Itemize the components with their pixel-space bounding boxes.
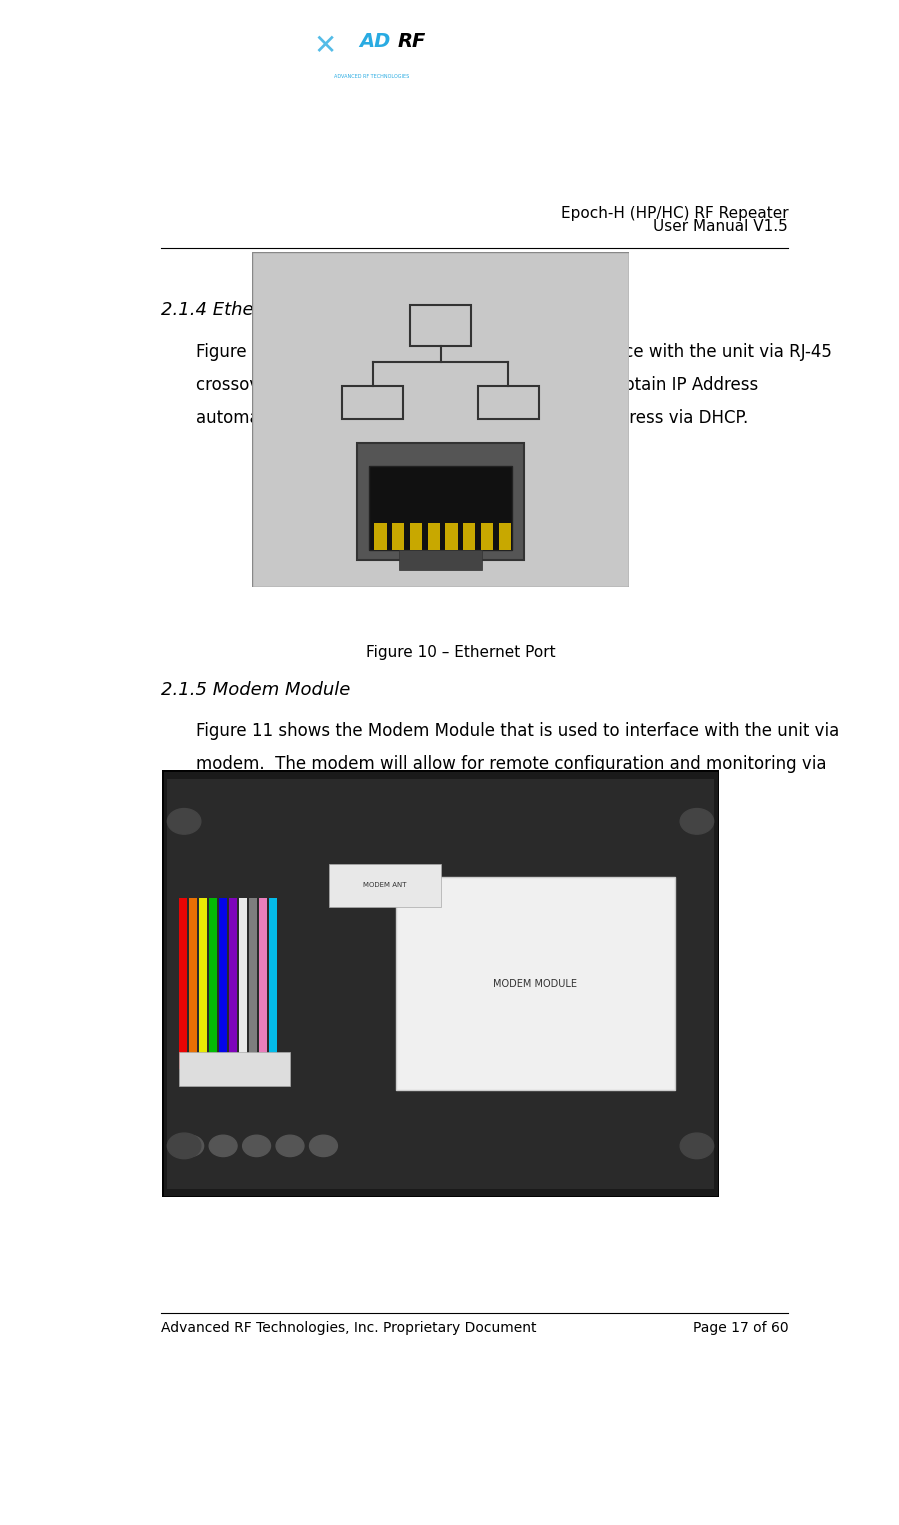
- Circle shape: [309, 1135, 337, 1156]
- Bar: [358, 442, 523, 560]
- Circle shape: [175, 1135, 203, 1156]
- Bar: [410, 305, 471, 346]
- Circle shape: [276, 1135, 304, 1156]
- Text: crossover cable.  Please set your network card to Obtain IP Address: crossover cable. Please set your network…: [196, 377, 758, 393]
- Circle shape: [681, 808, 714, 834]
- Bar: [481, 523, 493, 551]
- Bar: [228, 898, 237, 1069]
- Text: Figure 10 – Ethernet Port: Figure 10 – Ethernet Port: [366, 645, 556, 660]
- Bar: [209, 898, 217, 1069]
- Circle shape: [681, 1133, 714, 1159]
- Text: User Manual V1.5: User Manual V1.5: [654, 220, 788, 233]
- Text: RF: RF: [397, 32, 426, 52]
- Text: Figure 11 – Modem Module: Figure 11 – Modem Module: [348, 1112, 574, 1128]
- Circle shape: [243, 1135, 271, 1156]
- Text: modem.  The modem will allow for remote configuration and monitoring via: modem. The modem will allow for remote c…: [196, 755, 826, 773]
- Bar: [428, 523, 440, 551]
- Text: ADVANCED RF TECHNOLOGIES: ADVANCED RF TECHNOLOGIES: [334, 73, 409, 79]
- Bar: [369, 467, 512, 551]
- Text: SNMP.: SNMP.: [196, 788, 246, 807]
- Bar: [269, 898, 277, 1069]
- Text: AD: AD: [360, 32, 391, 52]
- Bar: [399, 551, 482, 570]
- FancyBboxPatch shape: [252, 252, 629, 587]
- Bar: [239, 898, 247, 1069]
- Bar: [392, 523, 405, 551]
- Bar: [179, 898, 187, 1069]
- Bar: [218, 898, 227, 1069]
- Text: automatically and the repeater will assign an IP Address via DHCP.: automatically and the repeater will assi…: [196, 409, 748, 427]
- Text: ✕: ✕: [314, 32, 337, 59]
- Circle shape: [167, 1133, 200, 1159]
- Circle shape: [167, 808, 200, 834]
- Bar: [343, 386, 403, 419]
- Text: MODEM ANT: MODEM ANT: [363, 883, 406, 889]
- Text: Figure 10 shows the Ethernet port is used to interface with the unit via RJ-45: Figure 10 shows the Ethernet port is use…: [196, 343, 832, 361]
- Bar: [478, 386, 539, 419]
- Bar: [499, 523, 511, 551]
- Text: Page 17 of 60: Page 17 of 60: [692, 1321, 788, 1334]
- Text: 2.1.5 Modem Module: 2.1.5 Modem Module: [161, 682, 351, 700]
- Bar: [199, 898, 207, 1069]
- Bar: [179, 1052, 290, 1086]
- Circle shape: [209, 1135, 237, 1156]
- Bar: [410, 523, 422, 551]
- Bar: [259, 898, 267, 1069]
- Bar: [374, 523, 387, 551]
- Bar: [445, 523, 458, 551]
- Bar: [463, 523, 476, 551]
- Bar: [189, 898, 197, 1069]
- Text: Epoch-H (HP/HC) RF Repeater: Epoch-H (HP/HC) RF Repeater: [561, 206, 788, 221]
- Text: 2.1.4 Ethernet Port: 2.1.4 Ethernet Port: [161, 300, 333, 319]
- FancyBboxPatch shape: [162, 770, 719, 1197]
- Bar: [249, 898, 257, 1069]
- Bar: [329, 865, 441, 907]
- Text: Figure 11 shows the Modem Module that is used to interface with the unit via: Figure 11 shows the Modem Module that is…: [196, 723, 840, 740]
- Text: MODEM MODULE: MODEM MODULE: [494, 979, 577, 988]
- Text: Advanced RF Technologies, Inc. Proprietary Document: Advanced RF Technologies, Inc. Proprieta…: [161, 1321, 537, 1334]
- Bar: [396, 877, 674, 1090]
